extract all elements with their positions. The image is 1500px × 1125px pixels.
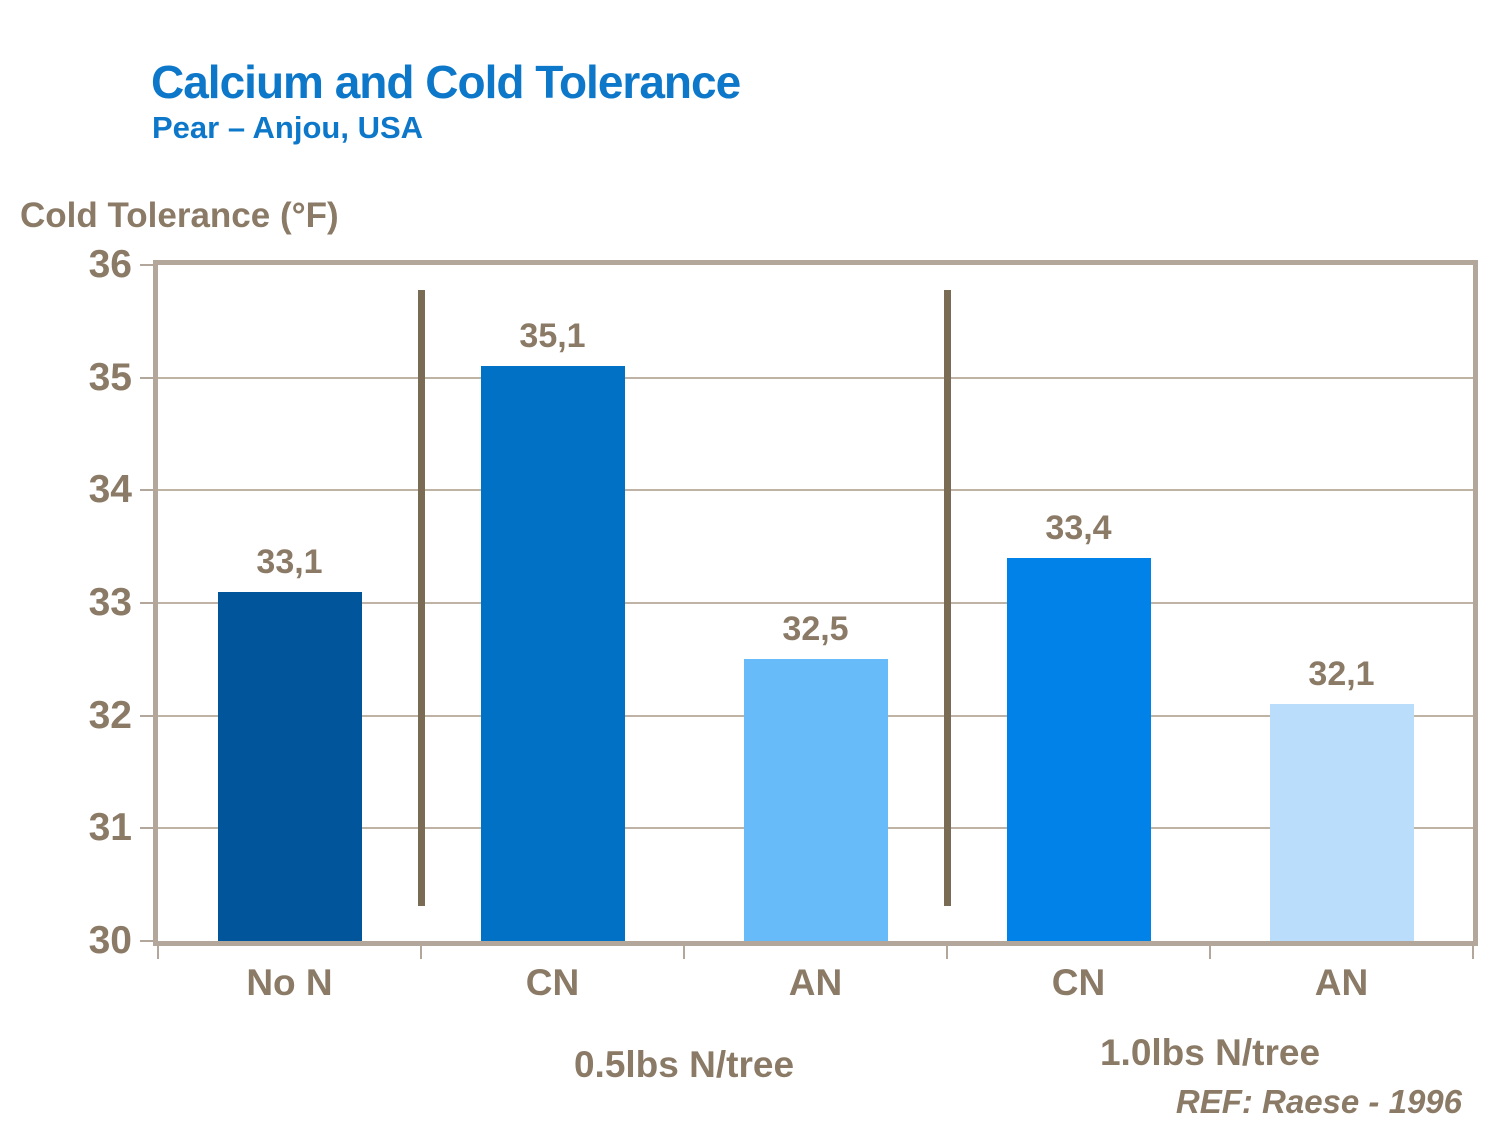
- y-tick-label-35: 35: [88, 355, 132, 399]
- y-tick-label-30: 30: [88, 919, 132, 962]
- gridline-34: [158, 489, 1473, 492]
- bar-value-label-0: 33,1: [256, 542, 323, 581]
- category-label-an-4: AN: [1314, 962, 1369, 1003]
- bar-an-4: [1269, 704, 1414, 941]
- x-tick-mark-3: [946, 941, 948, 959]
- y-tick-mark-36: [140, 264, 157, 266]
- x-tick-mark-2: [683, 941, 685, 959]
- chart-title: Calcium and Cold Tolerance: [151, 56, 741, 108]
- y-tick-mark-34: [140, 489, 157, 492]
- group-label-1: 1.0lbs N/tree: [1099, 1032, 1321, 1073]
- bar-an-2: [743, 659, 888, 941]
- category-label-cn-3: CN: [1051, 962, 1106, 1003]
- bar-value-label-1: 35,1: [519, 317, 586, 356]
- x-tick-mark-1: [420, 941, 422, 959]
- category-label-cn-1: CN: [525, 962, 580, 1003]
- y-tick-mark-30: [140, 940, 157, 942]
- reference-citation: REF: Raese - 1996: [1175, 1083, 1462, 1120]
- y-tick-mark-31: [140, 827, 157, 830]
- bar-value-label-3: 33,4: [1045, 508, 1112, 547]
- gridline-35: [158, 376, 1473, 379]
- y-tick-label-32: 32: [88, 693, 132, 737]
- category-label-an-2: AN: [788, 962, 843, 1003]
- bar-no-n-0: [217, 591, 362, 941]
- y-tick-label-36: 36: [88, 243, 132, 286]
- bar-cn-3: [1006, 557, 1151, 941]
- x-tick-mark-4: [1209, 941, 1211, 959]
- y-tick-label-34: 34: [88, 468, 132, 512]
- x-tick-mark-0: [157, 941, 159, 959]
- y-axis-title: Cold Tolerance (°F): [20, 196, 339, 235]
- chart-subtitle: Pear – Anjou, USA: [152, 110, 424, 145]
- group-separator-0: [417, 290, 425, 906]
- bar-value-label-4: 32,1: [1308, 655, 1375, 694]
- group-label-0: 0.5lbs N/tree: [573, 1044, 795, 1085]
- plot-area: 33,1 35,1 32,5 33,4 32,1: [153, 260, 1478, 946]
- x-tick-mark-5: [1472, 941, 1474, 959]
- y-tick-mark-33: [140, 602, 157, 604]
- bar-value-label-2: 32,5: [782, 610, 849, 649]
- group-separator-1: [943, 290, 951, 906]
- y-tick-mark-32: [140, 714, 157, 717]
- category-label-no-n-0: No N: [246, 962, 333, 1003]
- y-tick-label-33: 33: [88, 581, 132, 624]
- y-tick-label-31: 31: [88, 806, 132, 850]
- bar-cn-1: [480, 366, 625, 941]
- y-tick-mark-35: [140, 376, 157, 379]
- gridline-33: [158, 602, 1473, 604]
